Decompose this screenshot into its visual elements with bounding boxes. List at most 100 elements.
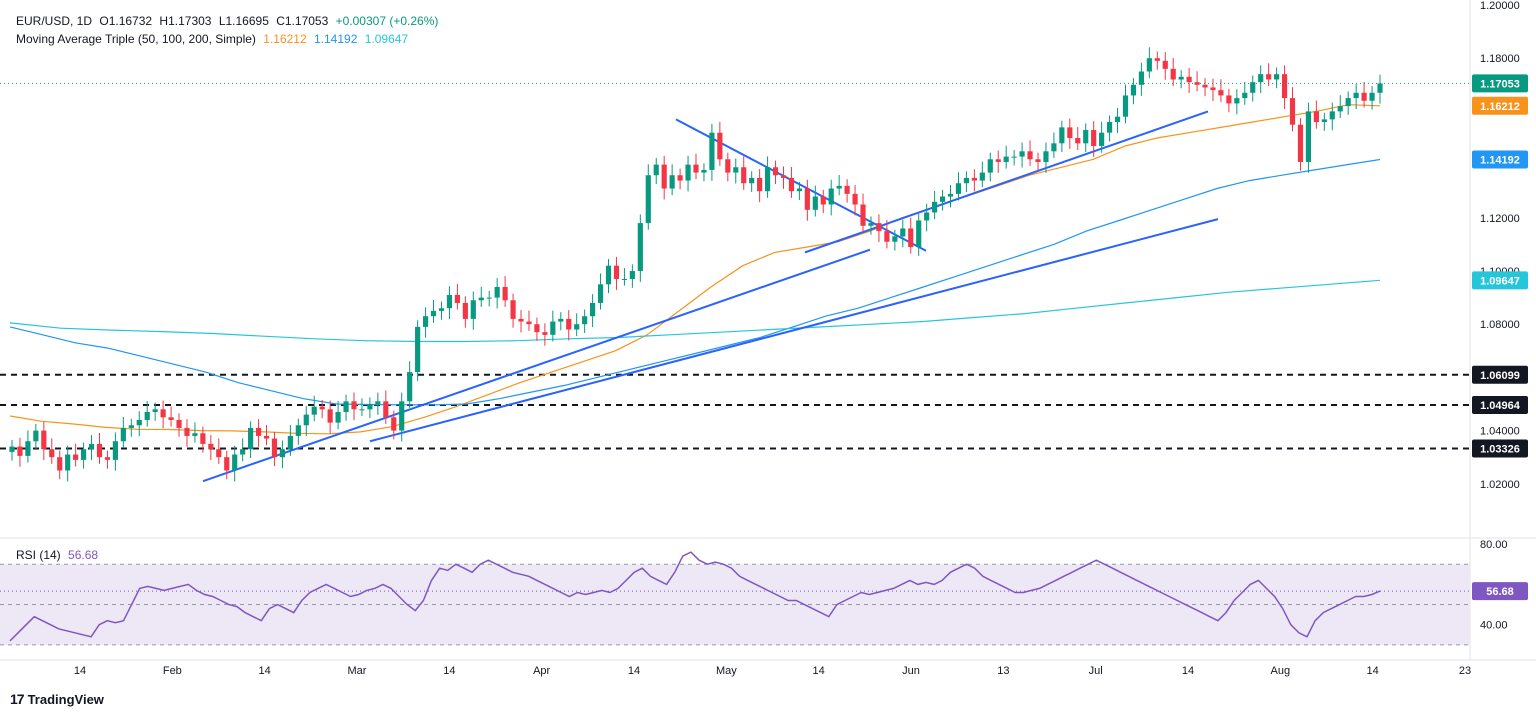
time-tick-label: Jul [1089, 665, 1103, 677]
candle-body [224, 457, 230, 471]
candle-body [677, 175, 683, 181]
rsi-label[interactable]: RSI (14) [16, 548, 61, 562]
candle-body [876, 223, 882, 232]
candle-body [462, 302, 468, 319]
candle-body [248, 427, 254, 450]
candle-body [1178, 76, 1184, 80]
rsi-line [9, 551, 1381, 642]
candle-body [1067, 127, 1073, 138]
candle-body [1305, 111, 1312, 162]
candle-body [88, 443, 95, 450]
candle-body [852, 193, 858, 205]
candle-body [120, 427, 126, 442]
candle-body [240, 449, 246, 455]
candle-body [669, 175, 675, 189]
candle-body [200, 433, 206, 444]
time-tick-label: 23 [1459, 665, 1471, 677]
tradingview-logo[interactable]: 17 TradingView [10, 691, 104, 707]
rsi-value: 56.68 [68, 548, 99, 562]
candle-body [208, 443, 214, 450]
candle-body [590, 302, 596, 317]
candle-body [1321, 119, 1327, 123]
ma-label[interactable]: Moving Average Triple (50, 100, 200, Sim… [16, 32, 256, 46]
candle-body [780, 175, 787, 178]
candle-body [383, 401, 389, 418]
candle-body [454, 294, 460, 303]
low-value: L1.16695 [218, 14, 269, 28]
candle-body [1154, 58, 1160, 61]
time-tick-label: Jun [902, 665, 920, 677]
candle-body [510, 300, 516, 319]
candle-body [1194, 82, 1200, 85]
candle-body [263, 435, 270, 439]
candle-body [1027, 151, 1033, 160]
ma50-line [9, 104, 1381, 435]
candle-body [1003, 156, 1009, 162]
candle-body [335, 411, 341, 423]
candle-body [1289, 98, 1296, 125]
candle-body [1274, 74, 1280, 80]
candle-body [558, 318, 564, 322]
candle-body [470, 300, 476, 319]
ma50-value: 1.16212 [263, 32, 307, 46]
candle-body [303, 414, 309, 426]
candle-body [486, 297, 492, 299]
candle-body [860, 204, 866, 226]
candle-body [709, 132, 715, 170]
price-tick-label: 1.12000 [1480, 213, 1520, 225]
candle-body [1361, 92, 1367, 101]
candle-body [947, 193, 954, 197]
candle-body [884, 231, 890, 242]
candle-body [367, 404, 373, 410]
candle-body [550, 321, 556, 335]
candle-body [526, 321, 532, 325]
time-tick-label: Apr [533, 665, 550, 677]
candle-body [939, 196, 946, 202]
candle-body [987, 159, 993, 173]
brand-name: TradingView [27, 691, 104, 707]
candle-body [518, 318, 524, 322]
candle-body [1297, 124, 1304, 162]
time-tick-label: Mar [348, 665, 367, 677]
symbol-label[interactable]: EUR/USD, 1D [16, 14, 93, 28]
candle-body [1130, 84, 1137, 96]
candle-body [597, 284, 604, 303]
high-value: H1.17303 [159, 14, 212, 28]
candle-body [399, 401, 405, 431]
candle-body [33, 430, 39, 442]
candle-body [1369, 92, 1375, 101]
candle-body [438, 308, 445, 311]
candle-body [255, 427, 262, 436]
candle-body [478, 297, 484, 301]
level-tag-label: 1.04964 [1480, 400, 1521, 412]
candle-body [375, 401, 381, 404]
candle-body [812, 196, 818, 210]
candle-body [1019, 151, 1025, 157]
price-tick-label: 1.02000 [1480, 479, 1520, 491]
candle-body [430, 310, 437, 317]
candle-body [327, 409, 333, 423]
time-tick-label: May [716, 665, 737, 677]
candle-body [971, 177, 977, 181]
candle-body [1043, 151, 1049, 162]
candle-body [900, 228, 906, 237]
candle-body [1258, 74, 1264, 83]
candle-body [351, 401, 357, 410]
candle-body [629, 271, 635, 279]
candle-body [295, 425, 301, 436]
candle-body [621, 278, 628, 280]
candle-body [868, 223, 874, 226]
candle-body [415, 326, 421, 373]
candle-body [1146, 58, 1152, 72]
price-tick-label: 1.18000 [1480, 53, 1520, 65]
candle-body [502, 286, 508, 301]
candle-body [1281, 74, 1288, 99]
candle-body [916, 220, 922, 248]
time-tick-label: 14 [259, 665, 271, 677]
candle-body [311, 406, 317, 415]
candle-body [1035, 159, 1041, 162]
ma200-value: 1.09647 [364, 32, 409, 46]
candle-body [144, 411, 150, 420]
candle-body [637, 223, 643, 271]
